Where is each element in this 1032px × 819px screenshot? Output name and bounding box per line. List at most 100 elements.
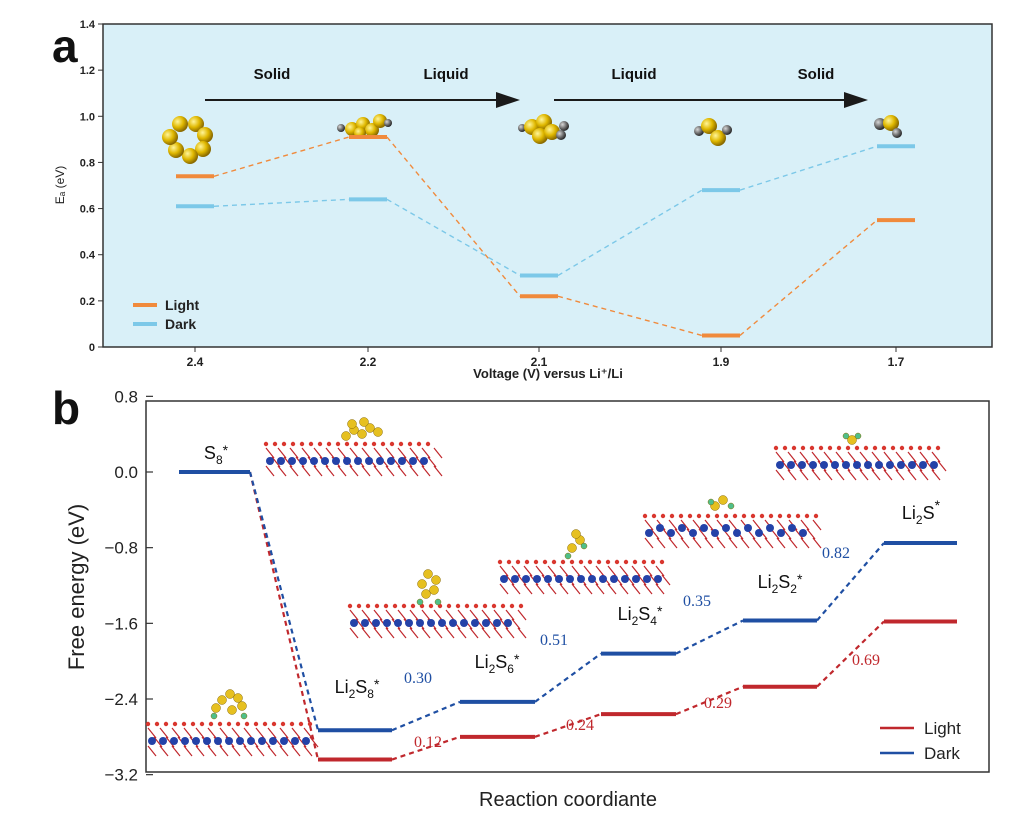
species-part-mid: S	[355, 677, 367, 697]
metal-atom	[438, 619, 446, 627]
oxygen-atom	[390, 442, 394, 446]
lithium-atom	[708, 499, 714, 505]
lithium-atom	[855, 433, 861, 439]
oxygen-atom	[447, 604, 451, 608]
panel-letter-b: b	[52, 382, 80, 434]
oxygen-atom	[426, 442, 430, 446]
metal-atom	[376, 457, 384, 465]
sulfur-atom	[218, 696, 227, 705]
oxygen-atom	[543, 560, 547, 564]
metal-atom	[544, 575, 552, 583]
metal-atom	[711, 529, 719, 537]
oxygen-atom	[399, 442, 403, 446]
oxygen-atom	[787, 514, 791, 518]
oxygen-atom	[465, 604, 469, 608]
metal-atom	[170, 737, 178, 745]
metal-atom	[269, 737, 277, 745]
metal-atom	[621, 575, 629, 583]
panel-b-legend-label-light: Light	[924, 719, 961, 738]
metal-atom	[299, 457, 307, 465]
metal-atom	[788, 524, 796, 532]
panel-b-y-tick-label: 0.0	[114, 463, 138, 482]
panel-b-y-tick-label: −3.2	[104, 766, 138, 785]
sulfur-atom	[424, 570, 433, 579]
oxygen-atom	[810, 446, 814, 450]
metal-atom	[875, 461, 883, 469]
phase-label-liquid-2: Liquid	[612, 66, 657, 83]
oxygen-atom	[456, 604, 460, 608]
sulfur-atom	[228, 706, 237, 715]
panel-b-light-step-label: 0.29	[704, 695, 732, 712]
species-part-base: Li	[902, 503, 916, 523]
metal-atom	[471, 619, 479, 627]
oxygen-atom	[492, 604, 496, 608]
species-part-base: Li	[618, 604, 632, 624]
metal-atom	[394, 619, 402, 627]
metal-atom	[365, 457, 373, 465]
species-part-tail: *	[514, 651, 520, 667]
panel-a-y-tick-label: 0.6	[80, 204, 95, 216]
metal-atom	[632, 575, 640, 583]
metal-atom	[588, 575, 596, 583]
oxygen-atom	[417, 442, 421, 446]
panel-a-x-tick-label: 2.2	[360, 355, 377, 369]
lithium-atom	[211, 713, 217, 719]
metal-atom	[864, 461, 872, 469]
metal-atom	[383, 619, 391, 627]
sulfur-atom	[234, 694, 243, 703]
panel-a-x-tick-label: 2.4	[187, 355, 204, 369]
sulfur-atom	[572, 530, 581, 539]
metal-atom	[192, 737, 200, 745]
metal-atom	[288, 457, 296, 465]
oxygen-atom	[309, 442, 313, 446]
metal-atom	[409, 457, 417, 465]
oxygen-atom	[828, 446, 832, 450]
metal-atom	[321, 457, 329, 465]
oxygen-atom	[597, 560, 601, 564]
lithium-atom	[843, 433, 849, 439]
oxygen-atom	[336, 442, 340, 446]
species-part-mid: S	[923, 503, 935, 523]
panel-a-y-tick-label: 1.2	[80, 65, 95, 77]
lithium-atom	[435, 599, 441, 605]
sulfur-atom	[418, 580, 427, 589]
lithium-atom	[241, 713, 247, 719]
oxygen-atom	[642, 560, 646, 564]
species-part-tail: *	[374, 676, 380, 692]
panel-b-dark-step-label: 0.35	[683, 593, 711, 610]
oxygen-atom	[615, 560, 619, 564]
oxygen-atom	[366, 604, 370, 608]
oxygen-atom	[272, 722, 276, 726]
metal-atom	[420, 457, 428, 465]
metal-atom	[258, 737, 266, 745]
panel-b-y-tick-label: −1.6	[104, 614, 138, 633]
metal-atom	[522, 575, 530, 583]
metal-atom	[398, 457, 406, 465]
metal-atom	[897, 461, 905, 469]
oxygen-atom	[936, 446, 940, 450]
metal-atom	[654, 575, 662, 583]
phase-label-solid-1: Solid	[254, 66, 291, 83]
oxygen-atom	[372, 442, 376, 446]
metal-atom	[504, 619, 512, 627]
metal-atom	[291, 737, 299, 745]
metal-atom	[332, 457, 340, 465]
oxygen-atom	[182, 722, 186, 726]
metal-atom	[214, 737, 222, 745]
metal-atom	[482, 619, 490, 627]
panel-b-light-step-label: 0.12	[414, 734, 442, 751]
sulfur-atom	[342, 432, 351, 441]
panel-b-y-tick-label: −0.8	[104, 539, 138, 558]
oxygen-atom	[209, 722, 213, 726]
oxygen-atom	[308, 722, 312, 726]
oxygen-atom	[300, 442, 304, 446]
oxygen-atom	[348, 604, 352, 608]
metal-atom	[700, 524, 708, 532]
oxygen-atom	[715, 514, 719, 518]
metal-atom	[361, 619, 369, 627]
sulfur-atom	[348, 420, 357, 429]
sulfur-atom	[358, 430, 367, 439]
oxygen-atom	[345, 442, 349, 446]
oxygen-atom	[534, 560, 538, 564]
metal-atom	[354, 457, 362, 465]
